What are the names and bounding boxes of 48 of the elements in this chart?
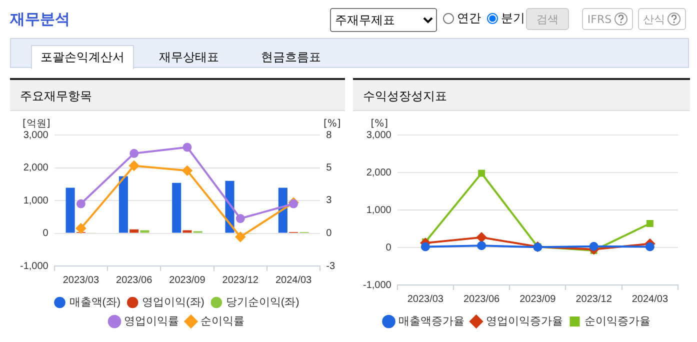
y2-tick-label: 3 [326,195,332,206]
legend-label: 영업이익률 [124,316,179,328]
y-tick-label: 2,000 [23,162,49,174]
x-tick-label: 2023/06 [116,274,153,286]
y-tick-label: 2,000 [366,167,392,178]
x-tick-label: 2023/03 [407,294,444,305]
x-tick-label: 2023/06 [463,294,500,305]
y-tick-label: -1,000 [362,280,392,291]
legend-label: 매출액증가율 [398,316,464,328]
x-tick-label: 2023/12 [576,294,612,305]
y-tick-label: 1,000 [366,204,392,216]
text: 재무상태표 [158,48,220,66]
y-tick-label: -1,000 [20,260,49,272]
text: 연간 [457,10,481,27]
text: 분기 [501,10,525,27]
chart-title: 주요재무항목 [10,78,345,111]
y2-tick-label: 0 [326,228,332,239]
y-axis-title: [%] [370,118,388,130]
text: 재무분석 [10,10,70,29]
x-tick-label: 2023/09 [169,274,206,286]
legend-label: 순이익률 [200,316,244,328]
legend-label: 영업이익증가율 [486,316,563,328]
y2-tick-label: 8 [326,130,332,141]
legend-label: 순이익증가율 [584,316,650,328]
y-tick-label: 0 [42,228,49,239]
text: 포괄손익계산서 [31,45,134,69]
x-tick-label: 2024/03 [632,294,668,305]
legend-label: 당기순이익(좌) [226,296,300,309]
x-tick-label: 2023/03 [62,274,100,286]
y2-axis-title: [%] [323,118,341,130]
y-tick-label: 3,000 [366,130,392,141]
text: IFRS [587,12,612,26]
text: 검색 [536,12,558,26]
y-tick-label: 0 [386,242,392,254]
legend-label: 매출액(좌) [69,296,121,309]
y-tick-label: 3,000 [23,130,49,141]
legend-label: 영업이익(좌) [142,296,204,309]
text: 주재무제표 [330,8,437,32]
text: 현금흐름표 [260,48,322,66]
y2-tick-label: -3 [326,260,336,272]
y-axis-title: [억원] [22,118,50,130]
x-tick-label: 2024/03 [275,274,312,286]
chart-title: 수익성장성지표 [353,78,690,111]
y2-tick-label: 5 [326,162,332,174]
x-tick-label: 2023/12 [222,274,259,286]
text: 산식 [643,12,665,26]
y-tick-label: 1,000 [23,195,49,206]
x-tick-label: 2023/09 [520,294,556,305]
